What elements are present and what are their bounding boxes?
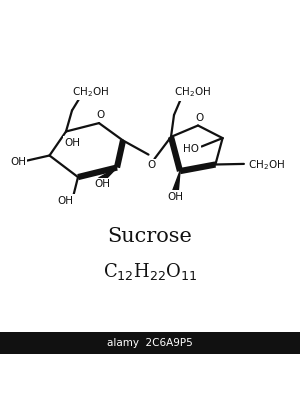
- Text: C$_{12}$H$_{22}$O$_{11}$: C$_{12}$H$_{22}$O$_{11}$: [103, 260, 197, 282]
- Text: alamy  2C6A9P5: alamy 2C6A9P5: [107, 338, 193, 348]
- Polygon shape: [172, 171, 180, 193]
- Text: O: O: [96, 110, 105, 120]
- Polygon shape: [99, 168, 117, 183]
- Text: CH$_2$OH: CH$_2$OH: [248, 158, 285, 172]
- Text: OH: OH: [10, 157, 26, 167]
- Text: O: O: [147, 160, 156, 171]
- Text: Sucrose: Sucrose: [108, 227, 192, 246]
- Text: HO: HO: [183, 144, 200, 155]
- Text: OH: OH: [167, 192, 183, 201]
- Text: OH: OH: [64, 138, 81, 148]
- Text: CH$_2$OH: CH$_2$OH: [71, 85, 109, 99]
- Text: OH: OH: [94, 179, 110, 189]
- Bar: [0, 332, 300, 354]
- Text: CH$_2$OH: CH$_2$OH: [173, 85, 211, 99]
- Text: OH: OH: [57, 195, 74, 206]
- Text: O: O: [195, 113, 204, 123]
